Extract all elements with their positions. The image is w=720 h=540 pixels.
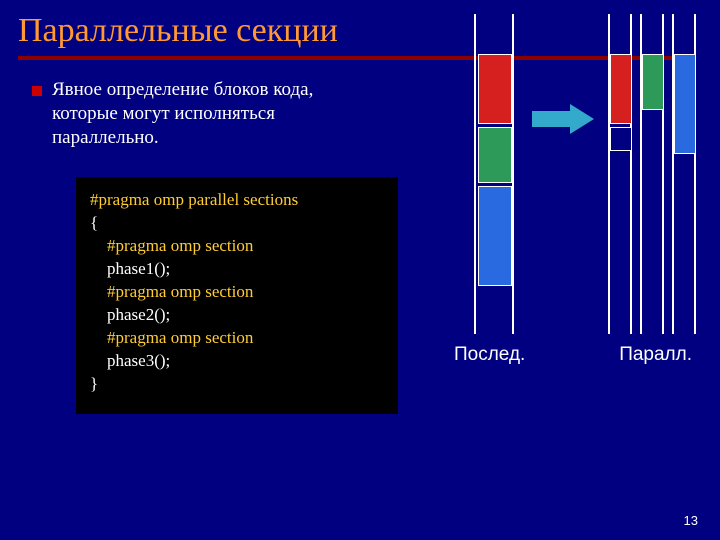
- sequential-column: [474, 14, 514, 334]
- seq-segment: [478, 54, 512, 124]
- par-segment: [642, 54, 664, 110]
- arrow-icon: [532, 104, 596, 134]
- arrow-shaft: [532, 111, 572, 127]
- code-line: #pragma omp parallel sections: [90, 189, 384, 212]
- code-line: #pragma omp section: [90, 281, 384, 304]
- code-line: phase2();: [90, 304, 384, 327]
- code-line: phase3();: [90, 350, 384, 373]
- code-line: }: [90, 373, 384, 396]
- diagram: Послед. Паралл.: [446, 14, 696, 374]
- code-line: phase1();: [90, 258, 384, 281]
- code-line: #pragma omp section: [90, 235, 384, 258]
- seq-segment: [478, 186, 512, 286]
- parallel-column: [608, 14, 696, 334]
- bullet-text: Явное определение блоков кода, которые м…: [52, 78, 372, 149]
- arrow-head: [570, 104, 594, 134]
- bullet-marker: [32, 86, 42, 96]
- page-number: 13: [684, 513, 698, 528]
- bullet-item: Явное определение блоков кода, которые м…: [32, 78, 372, 149]
- code-block: #pragma omp parallel sections { #pragma …: [76, 177, 398, 413]
- code-line: #pragma omp section: [90, 327, 384, 350]
- sequential-label: Послед.: [454, 344, 525, 366]
- parallel-label: Паралл.: [619, 344, 692, 366]
- code-line: {: [90, 212, 384, 235]
- par-segment: [674, 54, 696, 154]
- par-segment: [610, 127, 632, 151]
- seq-segment: [478, 127, 512, 183]
- par-segment: [610, 54, 632, 124]
